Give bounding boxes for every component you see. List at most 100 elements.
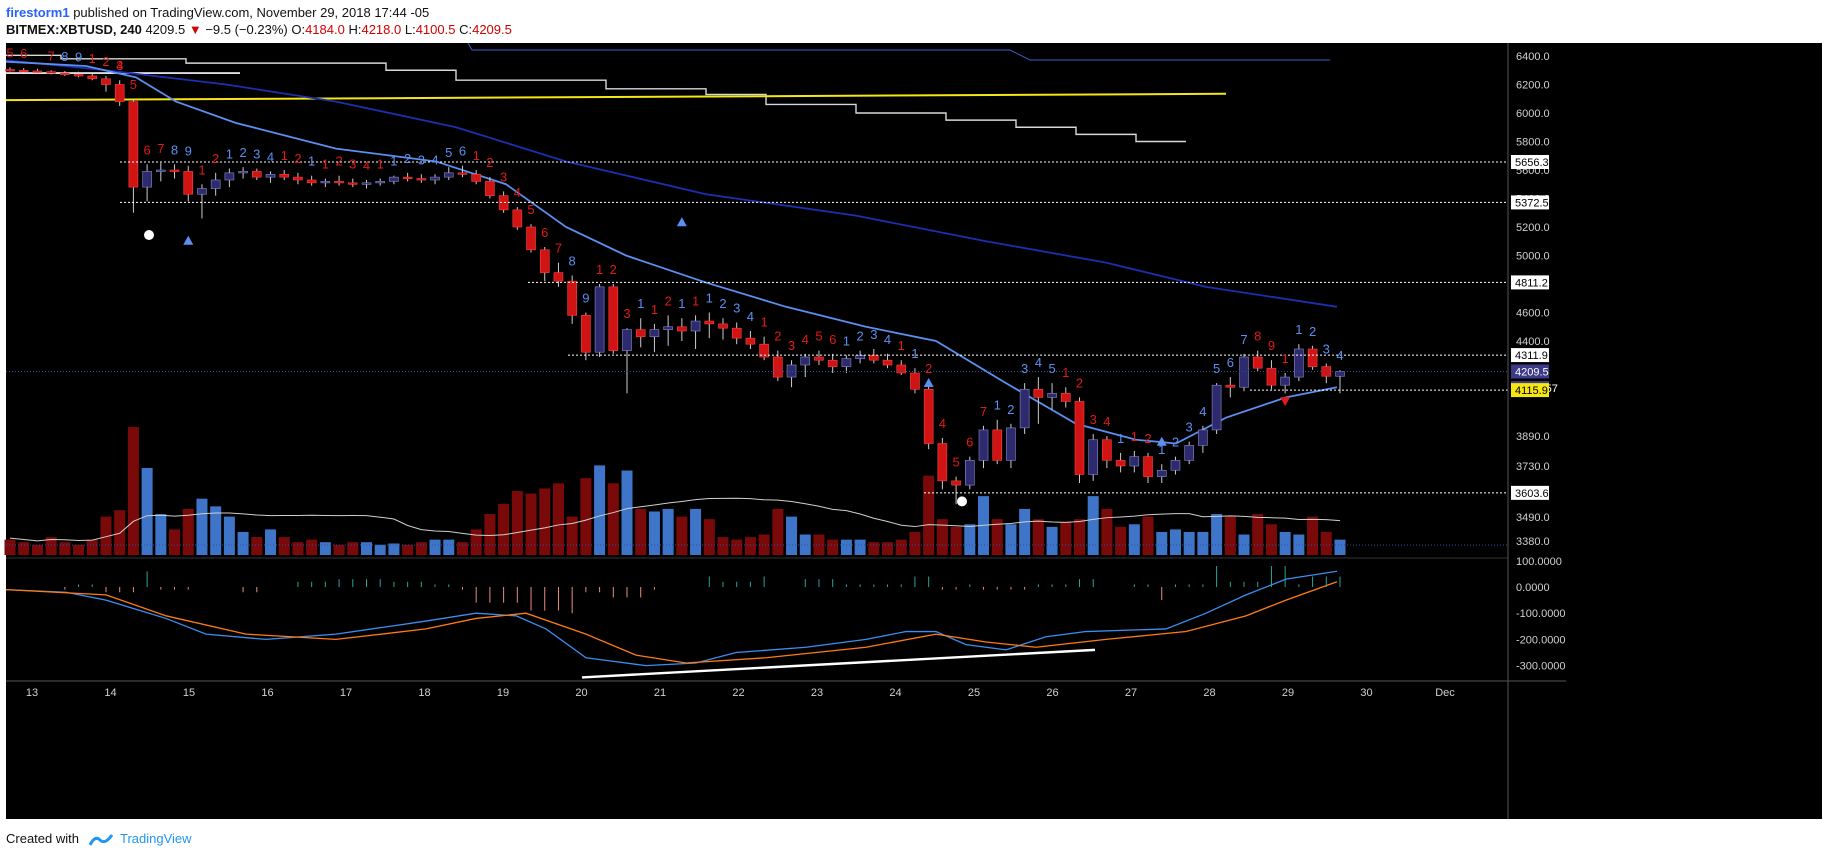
volume-bar xyxy=(594,465,606,555)
candle-body xyxy=(1033,388,1044,398)
volume-bar xyxy=(991,519,1003,555)
volume-bar xyxy=(648,511,660,555)
volume-bar xyxy=(1073,519,1085,555)
candle-body xyxy=(1060,393,1071,402)
td-count-label: 5 xyxy=(1213,361,1220,376)
time-tick-label: 20 xyxy=(575,687,587,699)
signal-line xyxy=(5,581,1338,664)
candle-body xyxy=(882,359,893,366)
td-count-label: 4 xyxy=(939,416,946,431)
candle-body xyxy=(622,329,632,351)
candle-body xyxy=(197,188,207,195)
td-count-label: 5 xyxy=(952,455,959,470)
candle-body xyxy=(5,69,15,72)
volume-bar xyxy=(895,539,907,555)
td-count-label: 9 xyxy=(75,50,82,65)
candle-body xyxy=(443,172,454,178)
tradingview-logo-icon xyxy=(88,833,113,846)
td-count-label: 1 xyxy=(308,154,315,169)
oscillator-tick-label: -100.0000 xyxy=(1516,608,1566,620)
td-count-label: 1 xyxy=(1158,442,1165,457)
time-tick-label: 14 xyxy=(104,687,116,699)
candle-body xyxy=(539,249,550,273)
candle-body xyxy=(759,343,769,358)
td-count-label: 3 xyxy=(1186,420,1193,435)
candle-body xyxy=(347,182,358,185)
price-label-box xyxy=(1511,275,1549,290)
td-count-label: 1 xyxy=(322,157,329,172)
candle-body xyxy=(1198,429,1208,446)
yellow-trend-line xyxy=(5,92,1227,102)
volume-bar xyxy=(772,508,784,555)
candle-body xyxy=(964,460,975,486)
td-count-label: 4 xyxy=(1199,404,1206,419)
volume-bar xyxy=(1115,526,1127,555)
volume-bar xyxy=(443,539,455,555)
td-count-label: 7 xyxy=(48,48,55,63)
author-link[interactable]: firestorm1 xyxy=(6,5,70,20)
oscillator-tick-label: 0.0000 xyxy=(1516,582,1550,594)
td-count-label: 1 xyxy=(843,333,850,348)
volume-bar xyxy=(1019,508,1031,555)
candle-body xyxy=(375,181,386,184)
td-count-label: 4 xyxy=(514,185,521,200)
volume-ma-line xyxy=(9,497,1341,542)
tradingview-link[interactable]: TradingView xyxy=(120,831,192,846)
volume-bar xyxy=(265,529,277,555)
td-count-label: 2 xyxy=(610,262,617,277)
td-count-label: 8 xyxy=(1254,329,1261,344)
td-count-label: 3 xyxy=(870,327,877,342)
candle-body xyxy=(1115,460,1126,467)
volume-bar xyxy=(59,542,71,555)
candle-body xyxy=(663,326,673,330)
td-count-label: 1 xyxy=(692,293,699,308)
td-count-label: 2 xyxy=(1172,435,1179,450)
volume-bar xyxy=(210,506,222,555)
volume-bar xyxy=(237,531,249,555)
volume-bar xyxy=(758,534,770,555)
volume-bar xyxy=(1005,524,1017,555)
volume-bar xyxy=(470,529,482,555)
price-change: −9.5 (−0.23%) xyxy=(205,22,288,37)
volume-bar xyxy=(1293,534,1305,555)
candle-body xyxy=(1294,348,1304,378)
footer: Created with TradingView xyxy=(6,829,192,849)
volume-bar xyxy=(402,544,414,555)
volume-bar xyxy=(1238,534,1250,555)
candle-body xyxy=(334,181,344,184)
td-count-label: 1 xyxy=(1117,431,1124,446)
volume-bar xyxy=(45,537,57,555)
signal-arrow-icon xyxy=(923,378,934,387)
time-tick-label: 22 xyxy=(732,687,744,699)
candle-body xyxy=(1170,460,1181,471)
td-count-label: 1 xyxy=(651,302,658,317)
td-count-label: 6 xyxy=(829,332,836,347)
volume-bar xyxy=(923,475,935,555)
td-count-label: 5 xyxy=(130,77,137,92)
td-count-label: 6 xyxy=(143,142,150,157)
volume-bar xyxy=(827,539,839,555)
volume-bar xyxy=(86,539,98,555)
td-count-label: 3 xyxy=(1090,412,1097,427)
candle-body xyxy=(978,429,989,461)
candle-body xyxy=(1156,469,1167,477)
td-count-label: 4 xyxy=(267,149,274,164)
volume-bar xyxy=(566,516,578,555)
candle-body xyxy=(526,226,536,251)
td-count-label: 2 xyxy=(925,361,932,376)
candle-body xyxy=(951,480,961,486)
axes: 6400.06200.06000.05800.05600.05400.05200… xyxy=(6,43,1566,819)
volume-bar xyxy=(1128,524,1140,555)
time-tick-label: 28 xyxy=(1203,687,1215,699)
td-count-label: 6 xyxy=(20,46,27,61)
upper-band-line xyxy=(467,43,1330,61)
price-tick-label: 3490.0 xyxy=(1516,512,1550,524)
volume-bar xyxy=(169,529,181,555)
volume-bar xyxy=(552,483,564,555)
price-label-text: 4115.9 xyxy=(1515,385,1548,397)
white-dot-marker xyxy=(144,230,154,240)
volume-bar xyxy=(388,543,400,555)
price-tick-label: 3730.0 xyxy=(1516,461,1550,473)
volume-bar xyxy=(1156,531,1168,555)
